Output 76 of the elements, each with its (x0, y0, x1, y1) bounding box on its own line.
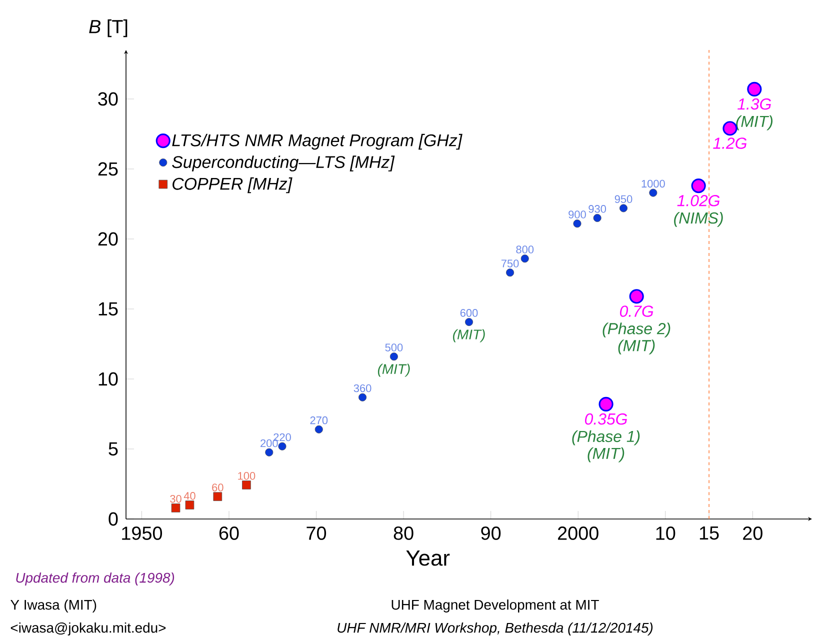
annotation: 360 (354, 384, 372, 392)
y-tick-label: 30 (98, 92, 118, 106)
annotation: (MIT) (618, 340, 655, 354)
text: Y Iwasa (MIT) (10, 599, 96, 612)
text: <iwasa@jokaku.mit.edu> (10, 622, 166, 636)
point (171, 504, 180, 512)
annotation: 0.7G (620, 306, 654, 317)
y-tick-label: 15 (98, 302, 118, 316)
text: UHF NMR/MRI Workshop, Bethesda (11/12/20145) (338, 622, 653, 636)
x-tick-label: 1950 (122, 526, 162, 540)
legend-label: COPPER [MHz] (172, 177, 292, 194)
point (390, 352, 398, 361)
annotation: 1.3G (738, 98, 772, 110)
x-tick-label: 15 (700, 526, 719, 540)
point (242, 480, 251, 490)
annotation: 930 (588, 205, 606, 213)
annotation: (MIT) (453, 329, 485, 342)
annotation: 30 (170, 494, 182, 503)
point (185, 500, 194, 510)
point (722, 121, 738, 136)
annotation: 1.2G (713, 138, 747, 149)
point (573, 220, 582, 228)
annotation: (Phase 1) (572, 430, 640, 446)
y-tick-label: 20 (98, 232, 118, 246)
x-tick-label: 10 (656, 526, 676, 540)
annotation: 40 (184, 492, 196, 500)
point (358, 393, 367, 402)
annotation: 750 (501, 260, 519, 268)
annotation: 0.35G (585, 413, 628, 425)
annotation: 1.02G (677, 194, 720, 206)
x-tick-label: 2000 (558, 526, 598, 540)
text: UHF Magnet Development at MIT (392, 599, 599, 612)
legend-label: Superconducting—LTS [MHz] (172, 156, 395, 172)
annotation: 1000 (642, 180, 665, 188)
annotation: 220 (274, 433, 291, 442)
annotation: 950 (614, 195, 632, 203)
x-tick-label: 60 (219, 526, 239, 540)
point (314, 425, 323, 434)
annotation: 270 (310, 416, 328, 424)
y-tick-label: 0 (108, 512, 118, 526)
point (598, 396, 614, 412)
point (649, 188, 658, 197)
y-axis-title: B [T] (89, 19, 128, 38)
y-tick-label: 5 (108, 442, 118, 456)
annotation: (MIT) (736, 115, 772, 130)
point (213, 492, 222, 501)
point (747, 82, 762, 96)
annotation: 600 (460, 309, 478, 317)
point (691, 178, 706, 194)
x-tick-label: 20 (743, 526, 762, 540)
annotation: 60 (212, 484, 224, 492)
point (619, 204, 628, 212)
y-tick-label: 10 (98, 372, 118, 386)
point (629, 289, 644, 304)
point (265, 448, 274, 456)
y-tick-label: 25 (98, 162, 118, 176)
x-tick-label: 80 (394, 526, 414, 540)
x-tick-label: 90 (481, 526, 501, 540)
annotation: (NIMS) (674, 212, 723, 227)
point (465, 318, 474, 326)
point (278, 442, 286, 450)
text: Updated from data (1998) (16, 572, 174, 586)
annotation: 900 (568, 210, 586, 218)
x-axis-title: Year (406, 550, 450, 566)
annotation: 800 (516, 246, 534, 254)
legend-label: LTS/HTS NMR Magnet Program [GHz] (172, 134, 462, 150)
point (593, 214, 602, 222)
annotation: (MIT) (588, 447, 624, 462)
annotation: 500 (385, 344, 403, 352)
annotation: 100 (238, 472, 256, 480)
x-tick-label: 70 (306, 526, 326, 540)
point (520, 254, 529, 263)
point (506, 268, 514, 277)
annotation: (MIT) (378, 364, 410, 377)
annotation: 200 (260, 439, 278, 448)
annotation: (Phase 2) (602, 322, 670, 338)
